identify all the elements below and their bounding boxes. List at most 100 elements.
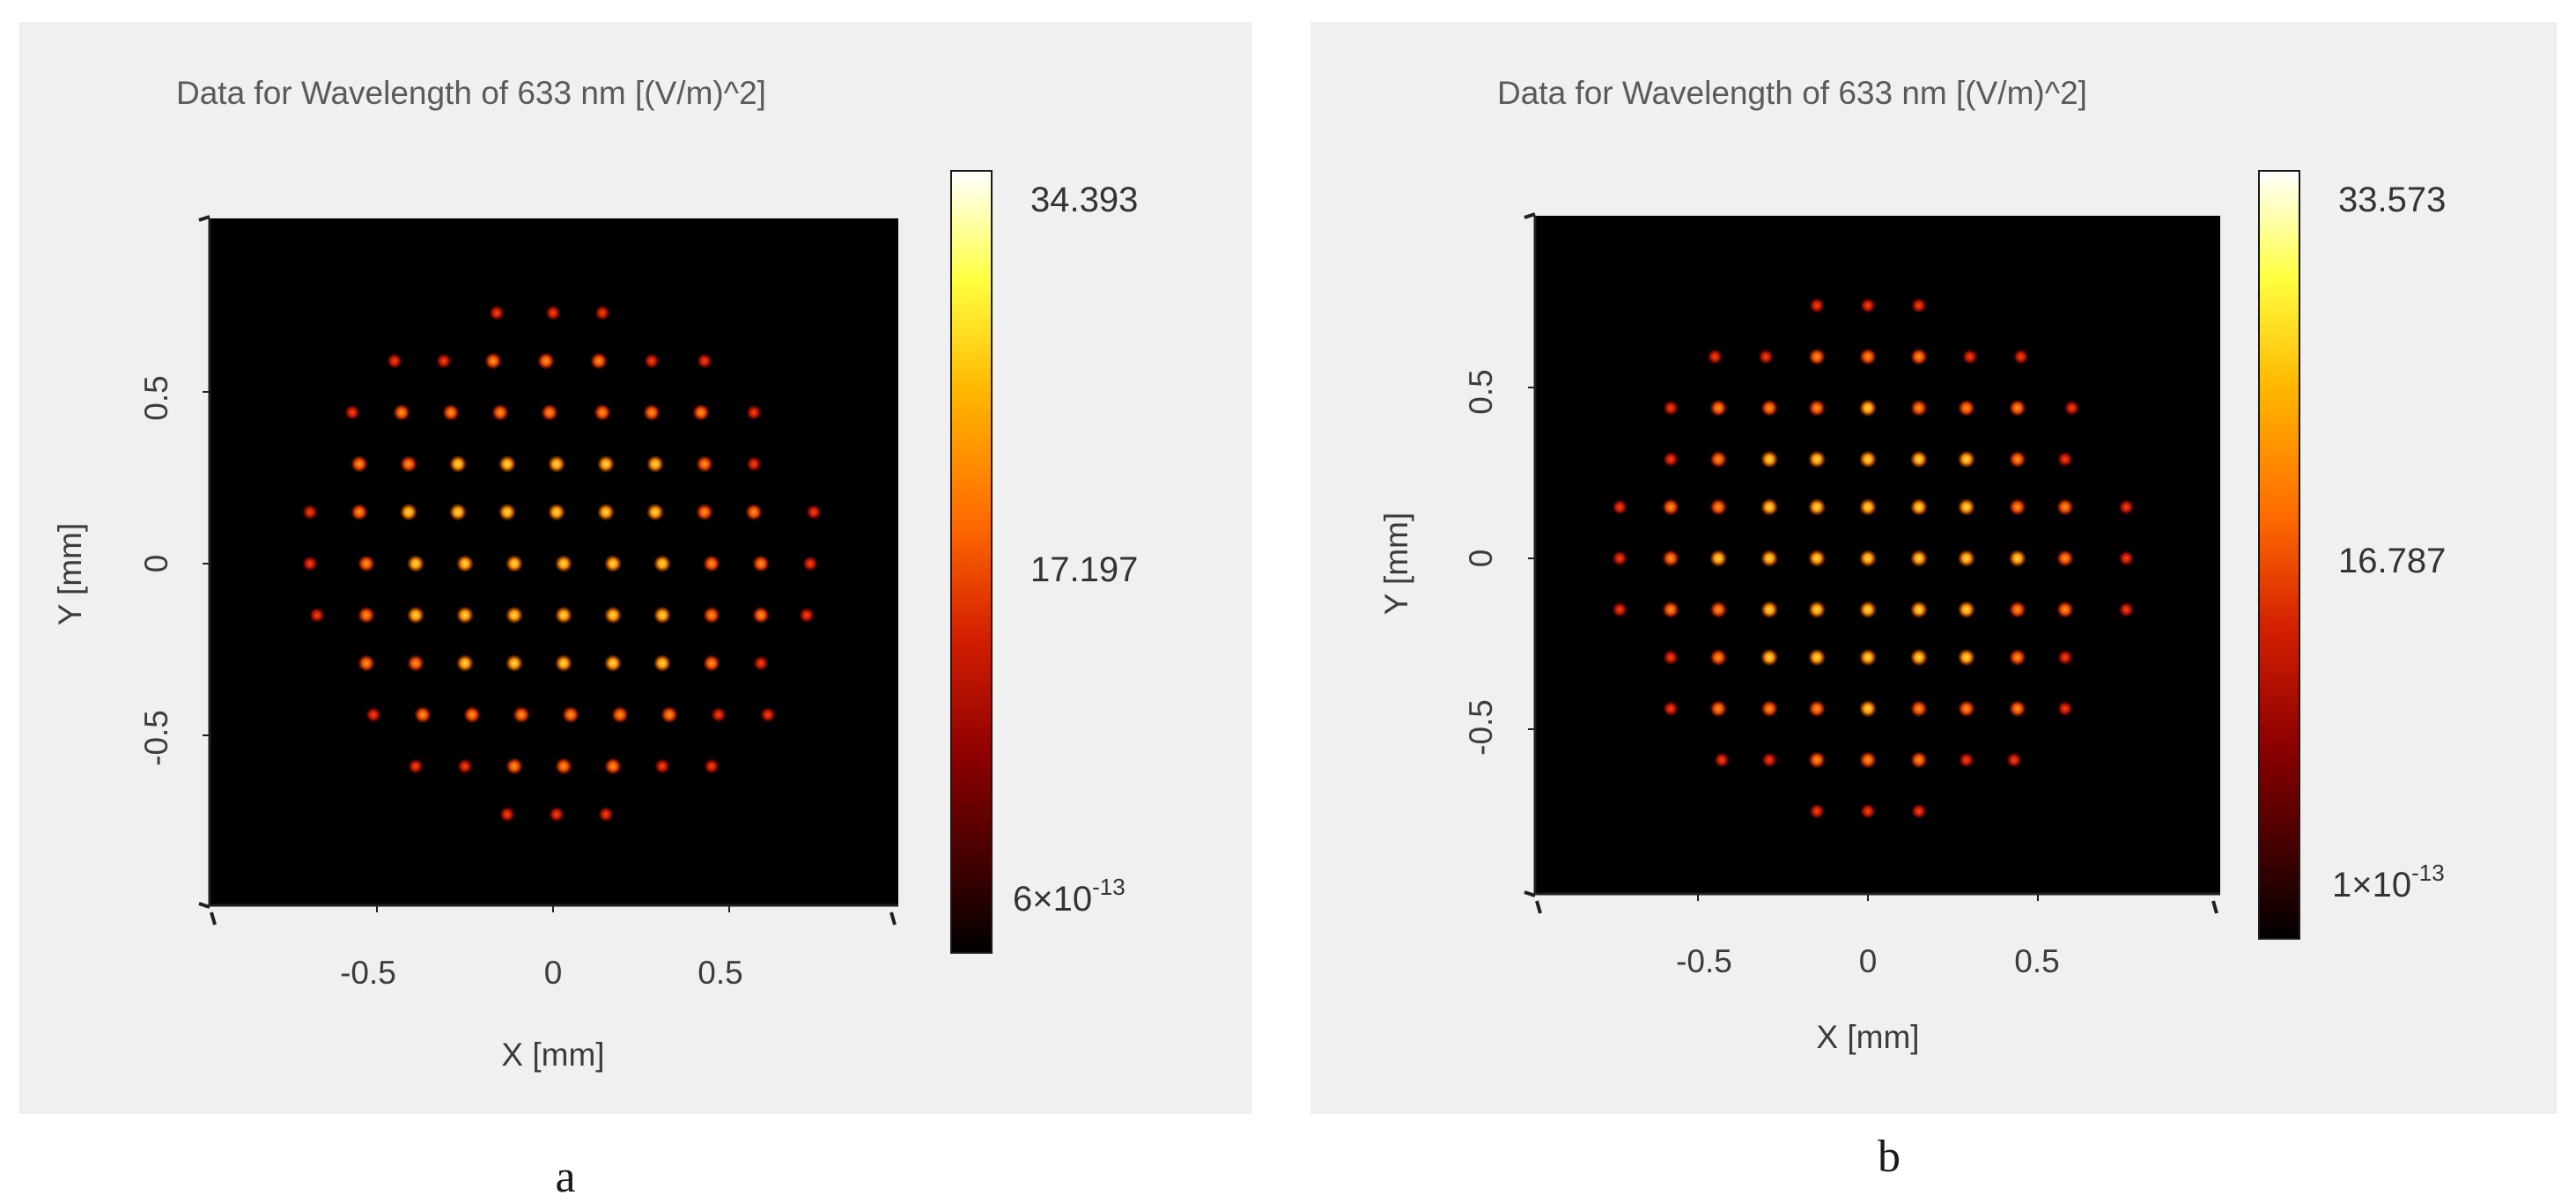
chart-a-spot bbox=[594, 305, 610, 321]
chart-a-spot bbox=[407, 654, 424, 673]
chart-a-spot bbox=[456, 555, 474, 572]
chart-a-spot bbox=[653, 555, 671, 572]
chart-b-spot bbox=[2008, 648, 2026, 667]
chart-b-spot bbox=[1909, 699, 1928, 718]
chart-a-spot bbox=[463, 705, 481, 724]
chart-a-spot bbox=[753, 655, 769, 672]
chart-b-tick-marks bbox=[1528, 387, 2039, 901]
chart-b-spot bbox=[1760, 399, 1779, 417]
chart-a-spot bbox=[498, 454, 516, 473]
chart-a-spot bbox=[414, 705, 432, 724]
chart-b-spot bbox=[1612, 550, 1628, 566]
chart-b-spot bbox=[1859, 699, 1877, 718]
chart-a-spot bbox=[545, 305, 561, 321]
chart-b-spot bbox=[1958, 751, 1974, 768]
chart-a-spot bbox=[704, 758, 720, 775]
chart-b-spot bbox=[1808, 498, 1827, 516]
chart-b-spot bbox=[1910, 297, 1927, 314]
chart-b-spot bbox=[1761, 751, 1778, 768]
chart-b: Data for Wavelength of 633 nm [(V/m)^2] … bbox=[1378, 75, 2446, 1182]
chart-b-ylabel: Y [mm] bbox=[1378, 513, 1414, 616]
chart-a-xtick-label: 0.5 bbox=[698, 955, 742, 991]
chart-a-spots bbox=[302, 305, 822, 823]
chart-a-spot bbox=[711, 706, 727, 723]
chart-b-spot bbox=[1808, 550, 1827, 567]
chart-a-spot bbox=[491, 403, 509, 422]
chart-b-spot bbox=[2056, 649, 2073, 666]
chart-b-colorbar-max-label: 33.573 bbox=[2338, 181, 2446, 219]
chart-b-plot-area bbox=[1535, 216, 2220, 894]
chart-a-ylabel: Y [mm] bbox=[52, 523, 88, 626]
chart-b-spot bbox=[1808, 699, 1827, 718]
chart-b-spot bbox=[2056, 601, 2074, 619]
chart-a-colorbar-min-exponent: -13 bbox=[1092, 874, 1126, 900]
chart-a-spot bbox=[408, 758, 424, 775]
chart-a-spot bbox=[594, 403, 611, 422]
chart-a-spot bbox=[302, 556, 318, 572]
chart-a-spot bbox=[654, 758, 670, 775]
chart-b-spot bbox=[1957, 699, 1975, 718]
chart-a-spot bbox=[692, 403, 710, 422]
chart-a-spot bbox=[548, 454, 565, 473]
chart-a-axis-corner-marks bbox=[198, 215, 897, 926]
chart-a-colorbar-mid-label: 17.197 bbox=[1030, 550, 1138, 589]
chart-a-spot bbox=[365, 706, 381, 723]
chart-b-spot bbox=[1860, 803, 1876, 820]
chart-a-spot bbox=[456, 606, 474, 624]
chart-b-spot bbox=[1662, 601, 1680, 619]
chart-a-spot bbox=[696, 454, 713, 473]
chart-b-spot bbox=[1709, 699, 1728, 718]
chart-a-spot bbox=[745, 503, 763, 521]
chart-b-colorbar-min-base: 1×10 bbox=[2332, 866, 2411, 904]
chart-b-spot bbox=[1714, 751, 1730, 768]
chart-b-ytick-label: 0 bbox=[1463, 550, 1499, 568]
chart-b-spot bbox=[1808, 601, 1827, 619]
chart-b-spot bbox=[2006, 751, 2022, 768]
chart-a-spot bbox=[555, 606, 572, 624]
chart-a-spot bbox=[344, 404, 360, 421]
chart-a-spot bbox=[449, 503, 467, 521]
chart-b-spots bbox=[1612, 297, 2135, 820]
chart-b-spot bbox=[1612, 602, 1628, 618]
chart-b-xtick-label: 0 bbox=[1859, 943, 1878, 979]
chart-a-spot bbox=[309, 607, 325, 624]
chart-a-spot bbox=[597, 503, 615, 521]
chart-b-spot bbox=[1709, 550, 1728, 567]
chart-a-ytick-label: -0.5 bbox=[138, 710, 174, 766]
chart-a-spot bbox=[703, 606, 720, 624]
chart-a-colorbar-min-label: 6×10-13 bbox=[1013, 874, 1126, 919]
chart-b-colorbar bbox=[2258, 170, 2300, 940]
chart-a-spot bbox=[457, 758, 473, 775]
chart-b-spot bbox=[1760, 648, 1779, 667]
chart-a-colorbar bbox=[950, 170, 993, 954]
chart-a: Data for Wavelength of 633 nm [(V/m)^2] … bbox=[52, 75, 1138, 1202]
chart-b-spot bbox=[1709, 399, 1728, 417]
chart-b-spot bbox=[1957, 450, 1975, 469]
chart-a-spot bbox=[548, 503, 565, 521]
chart-b-spot bbox=[1709, 601, 1728, 619]
chart-a-spot bbox=[498, 503, 516, 521]
chart-a-spot bbox=[358, 555, 375, 572]
chart-b-spot bbox=[1663, 451, 1679, 468]
chart-a-spot bbox=[549, 806, 565, 823]
panel-b-caption: b bbox=[1878, 1132, 1901, 1182]
chart-a-spot bbox=[499, 806, 515, 823]
chart-a-spot bbox=[604, 757, 622, 776]
chart-a-spot bbox=[351, 503, 368, 521]
chart-b-spot bbox=[1859, 648, 1877, 667]
chart-b-spot bbox=[2056, 451, 2073, 468]
chart-b-title: Data for Wavelength of 633 nm [(V/m)^2] bbox=[1497, 75, 2087, 111]
chart-b-spot bbox=[1709, 450, 1728, 469]
chart-b-spot bbox=[1663, 700, 1679, 717]
chart-a-spot bbox=[752, 555, 770, 572]
chart-b-spot bbox=[2056, 700, 2073, 717]
chart-b-spot bbox=[1909, 550, 1928, 567]
chart-b-xtick-label: 0.5 bbox=[2014, 943, 2059, 979]
chart-a-spot bbox=[653, 654, 671, 673]
chart-b-spot bbox=[1662, 550, 1680, 567]
chart-a-spot bbox=[351, 454, 368, 473]
chart-b-spot bbox=[2118, 550, 2135, 566]
chart-a-ytick-label: 0.5 bbox=[138, 375, 174, 420]
chart-a-spot bbox=[484, 351, 502, 370]
chart-b-spot bbox=[1957, 601, 1975, 619]
